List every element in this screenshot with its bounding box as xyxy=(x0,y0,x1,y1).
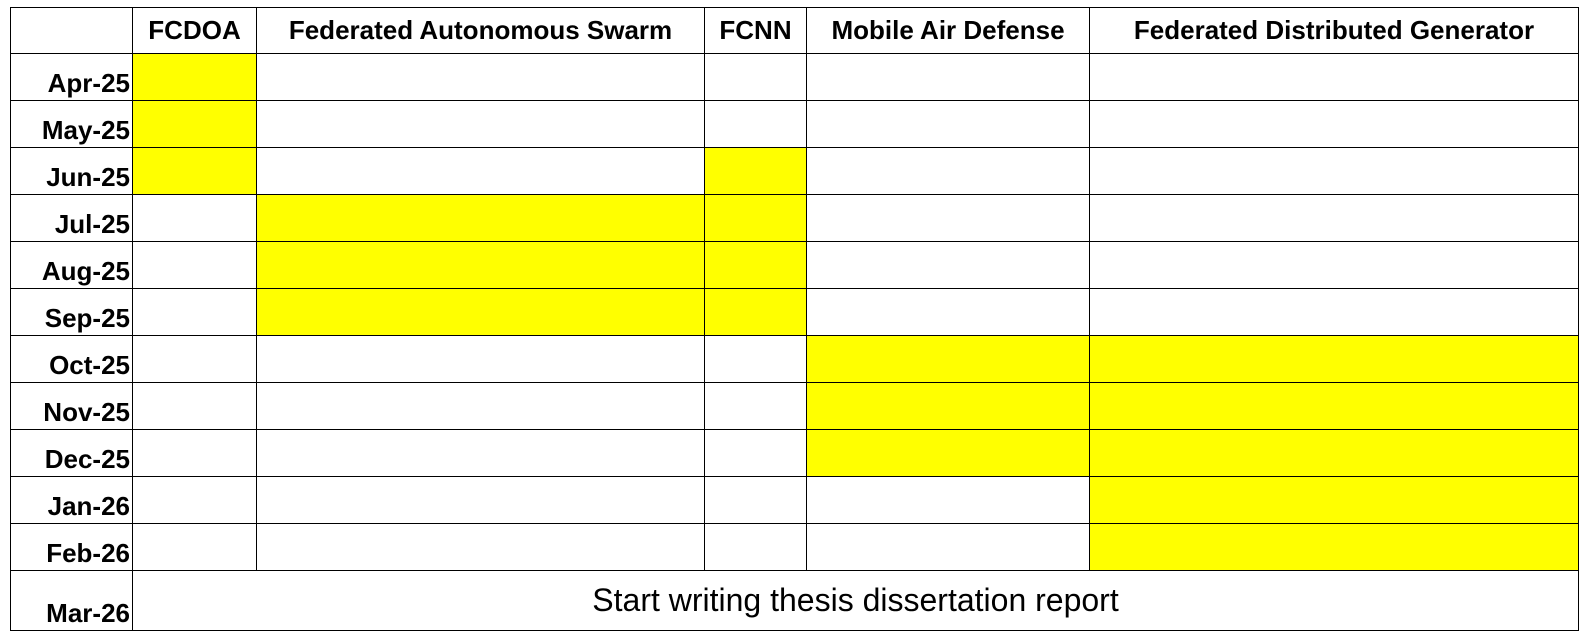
month-label: Jun-25 xyxy=(10,147,133,195)
schedule-cell xyxy=(1089,100,1579,148)
schedule-cell xyxy=(132,476,257,524)
schedule-cell xyxy=(256,429,705,477)
schedule-cell xyxy=(704,523,807,571)
schedule-cell-active xyxy=(132,147,257,195)
schedule-cell-active xyxy=(1089,382,1579,430)
month-label: Nov-25 xyxy=(10,382,133,430)
schedule-cell xyxy=(704,429,807,477)
schedule-cell xyxy=(132,194,257,242)
schedule-cell-active xyxy=(806,335,1090,383)
timeline-row: Apr-25 xyxy=(10,53,1579,101)
timeline-row: Feb-26 xyxy=(10,523,1579,571)
schedule-cell xyxy=(1089,147,1579,195)
schedule-cell xyxy=(132,523,257,571)
month-label: Mar-26 xyxy=(10,570,133,631)
schedule-cell xyxy=(132,382,257,430)
schedule-cell xyxy=(132,288,257,336)
month-label: Oct-25 xyxy=(10,335,133,383)
month-label: Dec-25 xyxy=(10,429,133,477)
schedule-cell xyxy=(806,53,1090,101)
schedule-cell xyxy=(704,100,807,148)
schedule-cell xyxy=(256,100,705,148)
thesis-note: Start writing thesis dissertation report xyxy=(132,570,1579,631)
schedule-cell xyxy=(806,100,1090,148)
schedule-cell-active xyxy=(256,194,705,242)
schedule-cell xyxy=(806,194,1090,242)
timeline-row: Nov-25 xyxy=(10,382,1579,430)
schedule-cell xyxy=(704,382,807,430)
month-label: Jul-25 xyxy=(10,194,133,242)
column-header-federated-autonomous-swarm: Federated Autonomous Swarm xyxy=(256,7,705,54)
schedule-cell-active xyxy=(132,53,257,101)
schedule-cell xyxy=(1089,53,1579,101)
column-header-federated-distributed-generator: Federated Distributed Generator xyxy=(1089,7,1579,54)
project-timeline-table: FCDOA Federated Autonomous Swarm FCNN Mo… xyxy=(10,7,1579,631)
month-label: Sep-25 xyxy=(10,288,133,336)
schedule-cell xyxy=(256,335,705,383)
timeline-row: Aug-25 xyxy=(10,241,1579,289)
schedule-cell xyxy=(132,241,257,289)
schedule-cell xyxy=(1089,241,1579,289)
schedule-cell-active xyxy=(1089,429,1579,477)
schedule-cell xyxy=(1089,194,1579,242)
timeline-row: Sep-25 xyxy=(10,288,1579,336)
schedule-cell xyxy=(806,147,1090,195)
schedule-cell xyxy=(256,147,705,195)
schedule-cell-active xyxy=(704,288,807,336)
schedule-cell-active xyxy=(132,100,257,148)
column-header-mobile-air-defense: Mobile Air Defense xyxy=(806,7,1090,54)
final-row: Mar-26 Start writing thesis dissertation… xyxy=(10,570,1579,631)
schedule-cell xyxy=(806,288,1090,336)
timeline-row: Jan-26 xyxy=(10,476,1579,524)
timeline-body: Apr-25 May-25 Jun-25 Jul-25 Aug-25 Sep-25 Oct-… xyxy=(10,53,1579,631)
month-label: May-25 xyxy=(10,100,133,148)
schedule-cell-active xyxy=(1089,523,1579,571)
schedule-cell xyxy=(806,523,1090,571)
month-label: Aug-25 xyxy=(10,241,133,289)
corner-cell xyxy=(10,7,133,54)
schedule-cell-active xyxy=(704,241,807,289)
month-label: Feb-26 xyxy=(10,523,133,571)
schedule-cell-active xyxy=(256,288,705,336)
schedule-cell xyxy=(806,476,1090,524)
schedule-cell xyxy=(132,335,257,383)
schedule-cell xyxy=(256,53,705,101)
schedule-cell xyxy=(704,476,807,524)
month-label: Jan-26 xyxy=(10,476,133,524)
schedule-cell xyxy=(256,476,705,524)
schedule-cell xyxy=(1089,288,1579,336)
schedule-cell-active xyxy=(704,147,807,195)
timeline-row: May-25 xyxy=(10,100,1579,148)
timeline-row: Oct-25 xyxy=(10,335,1579,383)
timeline-row: Dec-25 xyxy=(10,429,1579,477)
column-header-fcdoa: FCDOA xyxy=(132,7,257,54)
schedule-cell xyxy=(806,241,1090,289)
schedule-cell xyxy=(256,523,705,571)
timeline-row: Jul-25 xyxy=(10,194,1579,242)
schedule-cell xyxy=(704,335,807,383)
schedule-cell-active xyxy=(1089,476,1579,524)
header-row: FCDOA Federated Autonomous Swarm FCNN Mo… xyxy=(10,7,1579,54)
schedule-cell-active xyxy=(806,429,1090,477)
schedule-cell-active xyxy=(704,194,807,242)
schedule-cell xyxy=(132,429,257,477)
column-header-fcnn: FCNN xyxy=(704,7,807,54)
schedule-cell-active xyxy=(1089,335,1579,383)
schedule-cell-active xyxy=(806,382,1090,430)
month-label: Apr-25 xyxy=(10,53,133,101)
timeline-row: Jun-25 xyxy=(10,147,1579,195)
schedule-cell xyxy=(704,53,807,101)
schedule-cell-active xyxy=(256,241,705,289)
schedule-cell xyxy=(256,382,705,430)
